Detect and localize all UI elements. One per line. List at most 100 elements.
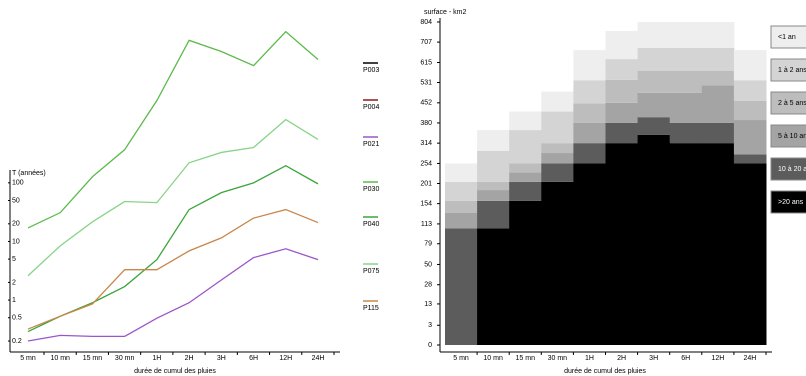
stack-segment <box>541 143 574 154</box>
stack-segment <box>477 181 510 191</box>
legend-label: 10 à 20 ans <box>778 166 806 173</box>
legend-label: P040 <box>363 221 379 228</box>
stack-segment <box>733 80 767 101</box>
y-tick-label: 0 <box>428 342 432 349</box>
stack-segment <box>605 122 639 144</box>
stack-segment <box>509 130 542 164</box>
legend-label: P004 <box>363 104 379 111</box>
stack-segment <box>637 92 671 118</box>
y-tick-label: 50 <box>12 197 20 204</box>
stack-segment <box>573 143 606 164</box>
stack-segment <box>669 143 703 345</box>
y-tick-label: 50 <box>424 261 432 268</box>
legend-label: <1 an <box>778 34 796 41</box>
stack-segment <box>477 151 510 182</box>
y-tick-label: 113 <box>421 221 432 228</box>
y-tick-label: 0.2 <box>12 338 22 345</box>
stack-segment <box>573 80 606 104</box>
stack-segment <box>637 70 671 93</box>
stack-segment <box>605 30 639 60</box>
stack-segment <box>541 163 574 182</box>
stack-segment <box>605 79 639 103</box>
legend-label: P030 <box>363 186 379 193</box>
stack-segment <box>669 22 703 48</box>
x-tick-label: 10 mn <box>50 355 70 362</box>
legend-box <box>770 91 806 115</box>
stack-segment <box>541 91 574 112</box>
y-tick-label: 314 <box>420 140 432 147</box>
x-tick-label: 3H <box>217 355 226 362</box>
legend-label: P021 <box>363 141 379 148</box>
x-axis-title: durée de cumul des pluies <box>134 368 216 375</box>
stack-segment <box>445 228 478 345</box>
series-line <box>27 30 319 229</box>
stack-segment <box>701 47 735 71</box>
x-tick-label: 15 mn <box>83 355 103 362</box>
y-tick-label: 154 <box>420 200 432 207</box>
y-tick-label: 0.5 <box>12 315 22 322</box>
y-tick-label: 3 <box>428 322 432 329</box>
x-tick-label: 1H <box>152 355 161 362</box>
stack-segment <box>573 163 606 345</box>
stack-segment <box>637 47 671 71</box>
series-line <box>27 208 319 330</box>
legend-box <box>770 190 806 214</box>
y-tick-label: 10 <box>12 238 20 245</box>
stack-segment <box>509 172 542 182</box>
y-axis-title: T (années) <box>12 170 46 177</box>
y-tick-label: 1 <box>12 297 16 304</box>
stack-segment <box>701 85 735 123</box>
stack-segment <box>445 212 478 229</box>
legend-box <box>770 124 806 148</box>
stack-segment <box>701 70 735 86</box>
x-tick-label: 12H <box>711 355 724 362</box>
stack-segment <box>605 59 639 80</box>
y-tick-label: 804 <box>420 19 432 26</box>
legend-label: P003 <box>363 67 379 74</box>
legend-box <box>770 58 806 82</box>
stack-segment <box>541 111 574 144</box>
stack-segment <box>573 122 606 144</box>
stack-segment <box>669 70 703 93</box>
series-line <box>27 164 319 333</box>
x-tick-label: 30 mn <box>548 355 568 362</box>
legend-box <box>770 25 806 49</box>
stack-segment <box>573 103 606 123</box>
stack-segment <box>733 100 767 121</box>
stack-segment <box>445 163 478 182</box>
stack-segment <box>733 50 767 81</box>
stack-segment <box>637 117 671 135</box>
stack-segment <box>509 163 542 173</box>
x-tick-label: 24H <box>744 355 757 362</box>
stack-segment <box>541 181 574 345</box>
stack-segment <box>733 120 767 155</box>
legend-label: 5 à 10 ans <box>778 133 806 140</box>
stack-segment <box>509 181 542 201</box>
y-tick-label: 5 <box>12 256 16 263</box>
y-tick-label: 380 <box>420 120 432 127</box>
stack-segment <box>573 50 606 81</box>
stack-segment <box>445 181 478 201</box>
x-tick-label: 6H <box>249 355 258 362</box>
chart-title: surface - km2 <box>424 9 467 16</box>
legend-label: 1 à 2 ans <box>778 67 806 74</box>
stack-segment <box>477 190 510 201</box>
legend-label: 2 à 5 ans <box>778 100 806 107</box>
stack-segment <box>477 130 510 152</box>
y-tick-label: 452 <box>420 100 432 107</box>
x-tick-label: 24H <box>312 355 325 362</box>
stack-segment <box>605 143 639 345</box>
stack-segment <box>637 22 671 48</box>
y-tick-label: 79 <box>424 241 432 248</box>
legend-label: P075 <box>363 268 379 275</box>
y-tick-label: 2 <box>12 279 16 286</box>
x-tick-label: 15 mn <box>516 355 536 362</box>
stack-segment <box>669 47 703 71</box>
stack-segment <box>701 22 735 48</box>
legend-label: P115 <box>363 305 379 312</box>
y-tick-label: 707 <box>420 39 432 46</box>
stack-segment <box>701 143 735 345</box>
stack-segment <box>733 154 767 164</box>
y-tick-label: 13 <box>424 301 432 308</box>
